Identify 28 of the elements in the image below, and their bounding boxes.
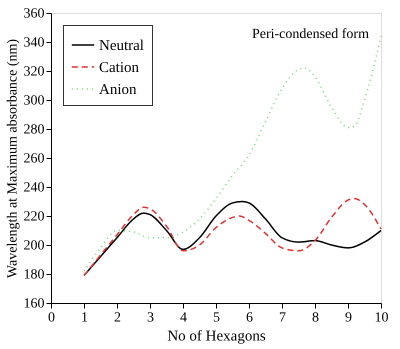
y-tick-label: 200 bbox=[24, 238, 44, 254]
y-tick-label: 180 bbox=[24, 268, 44, 282]
x-tick-label: 2 bbox=[114, 310, 121, 326]
x-tick-label: 9 bbox=[345, 310, 352, 326]
x-tick-label: 4 bbox=[180, 310, 187, 326]
y-tick-label: 320 bbox=[24, 64, 44, 80]
x-tick-label: 5 bbox=[213, 310, 220, 326]
x-tick-label: 3 bbox=[147, 310, 154, 326]
y-tick-label: 340 bbox=[24, 36, 44, 50]
y-tick-label: 300 bbox=[24, 94, 44, 108]
y-tick-label: 280 bbox=[24, 122, 44, 138]
y-tick-label: 260 bbox=[24, 152, 44, 166]
y-axis-title: Wavelength at Maximum absorbance (nm) bbox=[6, 38, 20, 278]
x-tick-label: 7 bbox=[279, 310, 286, 326]
legend-label: Neutral bbox=[99, 38, 144, 54]
x-tick-label: 6 bbox=[246, 310, 253, 326]
x-axis-title: No of Hexagons bbox=[167, 328, 266, 344]
x-tick-label: 8 bbox=[312, 310, 319, 326]
y-tick-label: 220 bbox=[24, 210, 44, 224]
legend-label: Anion bbox=[99, 82, 137, 98]
x-tick-label: 10 bbox=[374, 310, 388, 326]
y-tick-label: 240 bbox=[24, 180, 44, 196]
annotation: Peri-condensed form bbox=[252, 27, 370, 42]
y-tick-label: 360 bbox=[24, 6, 44, 22]
y-tick-label: 160 bbox=[24, 296, 44, 312]
legend-label: Cation bbox=[99, 60, 140, 76]
x-tick-label: 1 bbox=[81, 310, 88, 326]
x-tick-label: 0 bbox=[48, 310, 55, 326]
